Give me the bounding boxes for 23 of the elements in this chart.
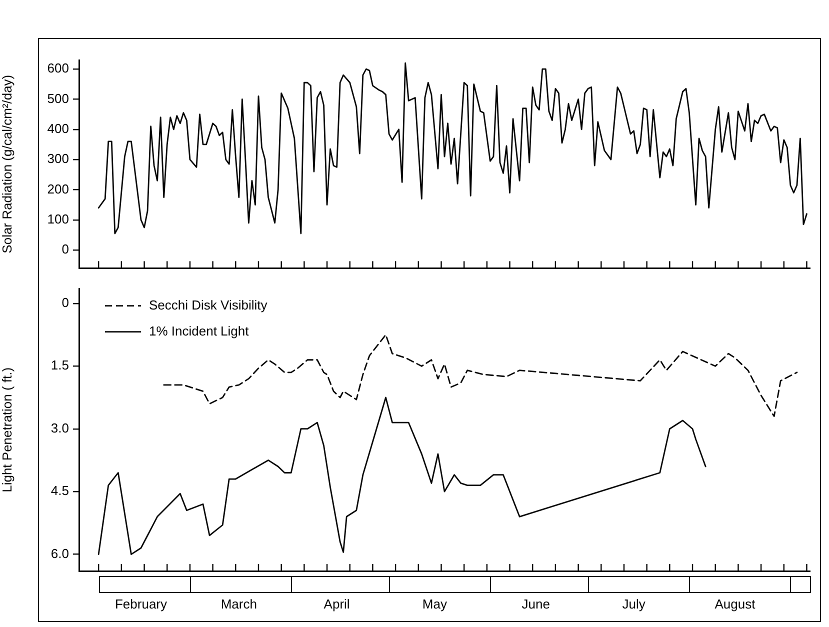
y-axis-title: Solar Radiation (g/cal/cm²/day)	[0, 74, 14, 254]
y-axis-title: Light Penetration ( ft.)	[0, 367, 14, 492]
x-tick-label: February	[114, 596, 168, 612]
legend-label: Secchi Disk Visibility	[149, 297, 268, 312]
x-tick-label: July	[622, 596, 646, 612]
y-tick-label: 0	[62, 242, 69, 257]
x-tick-label: August	[714, 596, 756, 612]
x-tick-label: June	[522, 596, 550, 612]
y-tick-label: 500	[47, 90, 69, 106]
y-tick-label: 3.0	[50, 420, 69, 436]
x-tick-label: May	[422, 596, 448, 612]
x-tick-label: March	[220, 596, 257, 612]
y-tick-label: 1.5	[50, 358, 69, 373]
y-tick-label: 600	[47, 60, 69, 76]
y-tick-label: 0	[62, 295, 69, 310]
y-tick-label: 100	[47, 212, 69, 226]
y-tick-label: 400	[47, 120, 69, 136]
y-tick-label: 4.5	[50, 483, 69, 498]
x-tick-label: April	[324, 596, 350, 612]
legend-label: 1% Incident Light	[149, 323, 250, 338]
y-tick-label: 300	[47, 151, 69, 166]
y-tick-label: 200	[47, 181, 69, 196]
y-tick-label: 6.0	[50, 546, 69, 561]
